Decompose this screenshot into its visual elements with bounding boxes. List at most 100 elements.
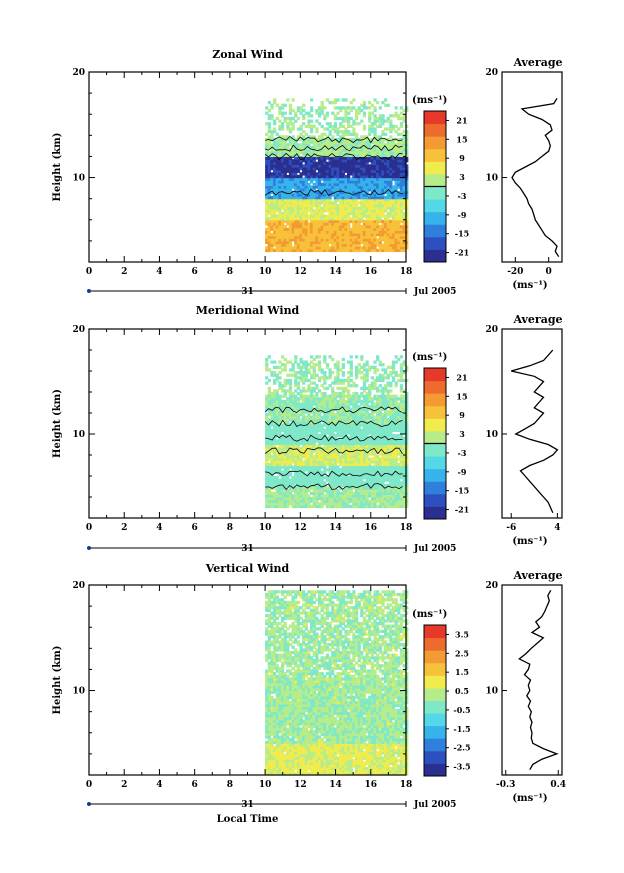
heatmap-cell [288,172,293,176]
heatmap-cell [275,174,279,179]
heatmap-cell [391,167,396,171]
heatmap-cell [349,494,353,498]
heatmap-cell [344,240,348,245]
heatmap-cell [278,198,282,202]
heatmap-cell [378,449,382,453]
heatmap-cell [273,156,277,160]
heatmap-cell [320,198,324,202]
heatmap-cell [302,225,306,229]
heatmap-cell [354,203,359,208]
heatmap-cell [376,423,380,427]
heatmap-cell [267,238,271,242]
heatmap-cell [273,455,277,459]
heatmap-cell [368,478,372,482]
heatmap-cell [383,413,388,417]
heatmap-cell [280,135,285,139]
heatmap-cell [286,460,290,464]
heatmap-cell [362,426,367,430]
heatmap-cell [383,222,388,226]
heatmap-cell [357,211,361,216]
heatmap-cell [354,182,359,187]
heatmap-cell [336,363,340,367]
heatmap-cell [291,426,295,430]
heatmap-cell [370,491,375,495]
heatmap-cell [267,476,271,480]
heatmap-cell [378,410,382,414]
heatmap-cell [273,182,277,187]
heatmap-cell [286,494,290,498]
heatmap-cell [286,415,290,419]
heatmap-cell [304,504,308,509]
heatmap-cell [304,365,308,369]
heatmap-cell [352,219,356,224]
heatmap-cell [320,188,324,192]
heatmap-cell [288,452,293,456]
heatmap-cell [317,246,322,250]
heatmap-cell [386,219,390,224]
heatmap-cell [399,167,404,171]
heatmap-cell [294,190,298,194]
heatmap-cell [323,428,327,432]
heatmap-cell [299,201,303,205]
heatmap-cell [331,201,335,205]
heatmap-cell [312,465,316,469]
heatmap-cell [310,420,314,425]
heatmap-cell [278,235,282,239]
heatmap-cell [373,431,377,435]
heatmap-cell [339,434,343,438]
heatmap-cell [304,468,308,472]
heatmap-cell [378,193,382,197]
heatmap-cell [302,143,306,147]
heatmap-cell [339,397,343,401]
heatmap-cell [299,235,303,239]
heatmap-cell [389,476,393,480]
heatmap-cell [376,410,380,414]
heatmap-cell [294,140,298,144]
heatmap-cell [325,376,330,380]
heatmap-cell [278,222,282,226]
heatmap-cell [373,436,377,440]
heatmap-cell [315,363,319,367]
heatmap-cell [397,182,401,187]
heatmap-cell [349,116,353,121]
heatmap-cell [354,365,359,369]
heatmap-cell [397,196,401,200]
heatmap-cell [291,460,295,464]
heatmap-cell [381,452,385,456]
heatmap-cell [302,494,306,498]
heatmap-cell [336,465,340,469]
heatmap-cell [389,428,393,432]
heatmap-cell [310,238,314,242]
heatmap-cell [368,420,372,425]
heatmap-cell [381,392,385,396]
heatmap-cell [304,203,308,208]
heatmap-cell [341,494,345,498]
heatmap-cell [302,470,306,474]
heatmap-cell [378,135,382,139]
heatmap-cell [315,449,319,453]
heatmap-cell [352,214,356,218]
heatmap-cell [270,413,274,417]
heatmap-cell [386,502,390,506]
heatmap-cell [347,240,351,245]
heatmap-cell [307,462,311,467]
heatmap-cell [286,457,290,461]
heatmap-cell [370,227,375,231]
heatmap-cell [336,376,340,380]
heatmap-cell [270,483,274,488]
heatmap-cell [299,198,303,202]
heatmap-cell [296,478,301,482]
heatmap-cell [296,248,301,253]
heatmap-cell [315,240,319,245]
heatmap-cell [370,407,375,411]
heatmap-cell [347,381,351,385]
heatmap-cell [310,436,314,440]
heatmap-cell [304,198,308,202]
heatmap-cell [275,132,279,136]
heatmap-cell [270,214,274,218]
heatmap-cell [275,214,279,218]
heatmap-cell [288,486,293,490]
heatmap-cell [317,410,322,414]
heatmap-cell [344,470,348,474]
heatmap-cell [323,486,327,490]
